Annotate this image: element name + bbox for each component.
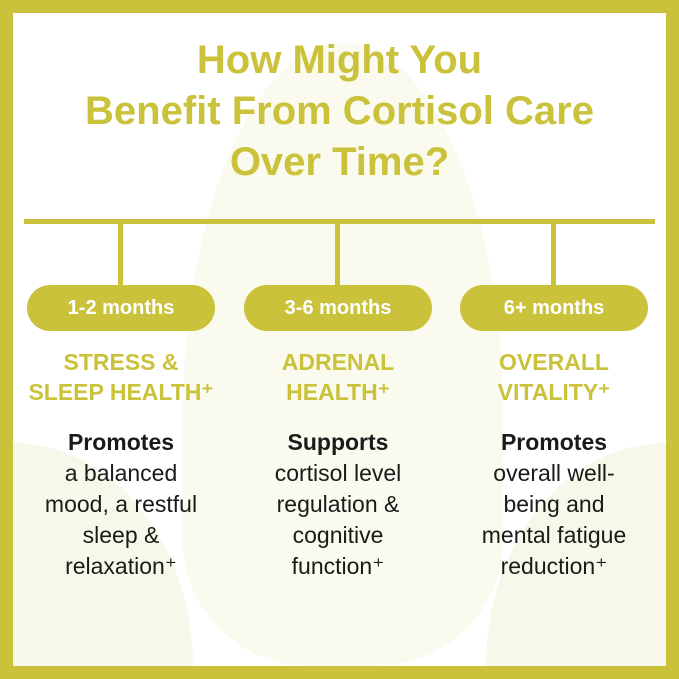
- desc-line: a balanced: [64, 460, 178, 486]
- lead-word: Promotes: [500, 429, 608, 455]
- timeline-column: 1-2 months STRESS & SLEEP HEALTH⁺ Promote…: [16, 285, 226, 582]
- desc-line: relaxation⁺: [65, 553, 177, 579]
- benefit-description: Promotes overall well-being and mental fat…: [449, 427, 659, 582]
- desc-line: function⁺: [291, 553, 385, 579]
- benefit-description: Supports cortisol level regulation & cognit…: [233, 427, 443, 582]
- infographic-frame: How Might You Benefit From Cortisol Care…: [13, 13, 666, 666]
- benefit-description: Promotes a balanced mood, a restful sleep &…: [16, 427, 226, 582]
- benefit-heading: OVERALL VITALITY⁺: [449, 347, 659, 407]
- lead-word: Promotes: [67, 429, 175, 455]
- lead-word: Supports: [287, 429, 389, 455]
- heading-line: SLEEP HEALTH⁺: [28, 379, 214, 405]
- desc-line: mood, a restful: [44, 491, 198, 517]
- desc-line: mental fatigue: [481, 522, 627, 548]
- benefit-heading: ADRENAL HEALTH⁺: [233, 347, 443, 407]
- desc-line: regulation &: [276, 491, 400, 517]
- heading-line: STRESS &: [63, 349, 179, 375]
- period-badge: 3-6 months: [244, 285, 432, 331]
- desc-line: cortisol level: [274, 460, 402, 486]
- title-line: How Might You: [196, 38, 483, 82]
- desc-line: overall well-: [493, 460, 615, 486]
- title-line: Benefit From Cortisol Care: [85, 89, 594, 133]
- desc-line: reduction⁺: [500, 553, 608, 579]
- timeline-connector: [551, 219, 556, 285]
- heading-line: OVERALL: [499, 349, 609, 375]
- timeline-column: 6+ months OVERALL VITALITY⁺ Promotes overa…: [449, 285, 659, 582]
- heading-line: VITALITY⁺: [497, 379, 611, 405]
- period-badge: 6+ months: [460, 285, 648, 331]
- benefit-heading: STRESS & SLEEP HEALTH⁺: [16, 347, 226, 407]
- period-badge: 1-2 months: [27, 285, 215, 331]
- heading-line: HEALTH⁺: [286, 379, 390, 405]
- timeline-connector: [335, 219, 340, 285]
- desc-line: sleep &: [82, 522, 160, 548]
- desc-line: being and: [503, 491, 605, 517]
- title-line: Over Time?: [229, 140, 450, 184]
- page-title: How Might You Benefit From Cortisol Care…: [13, 35, 666, 188]
- desc-line: cognitive: [292, 522, 384, 548]
- timeline-connector: [118, 219, 123, 285]
- heading-line: ADRENAL: [281, 349, 395, 375]
- timeline-column: 3-6 months ADRENAL HEALTH⁺ Supports cortis…: [233, 285, 443, 582]
- background-leaf: [183, 43, 503, 666]
